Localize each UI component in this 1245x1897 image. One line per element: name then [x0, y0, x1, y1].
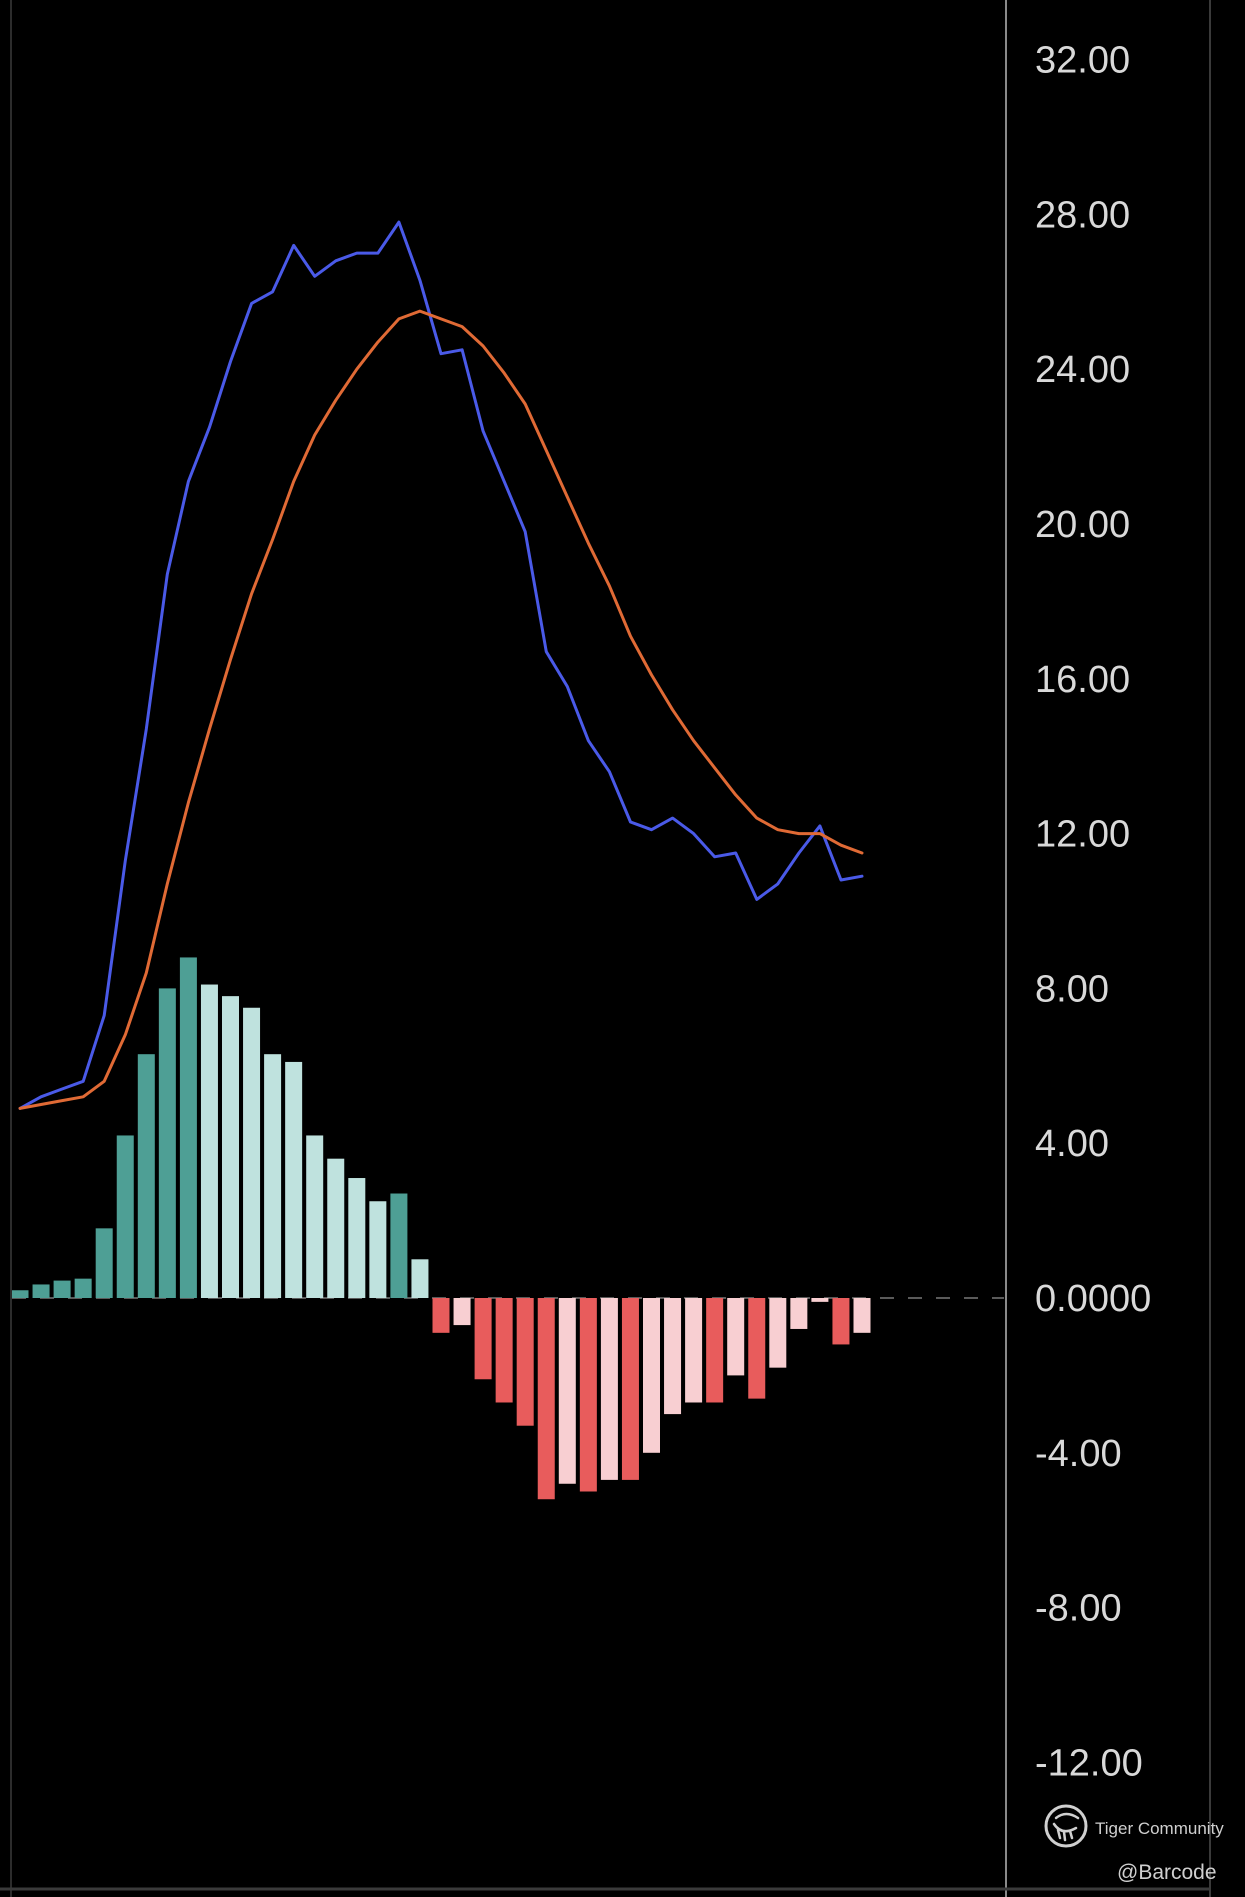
- histogram-bar: [748, 1298, 766, 1399]
- histogram-bar: [11, 1290, 29, 1298]
- histogram-bar: [179, 957, 197, 1298]
- histogram-bar: [790, 1298, 808, 1329]
- histogram-bar: [95, 1228, 113, 1298]
- histogram-bar: [474, 1298, 492, 1380]
- histogram-bar: [137, 1054, 155, 1298]
- y-tick-label: 8.00: [1035, 968, 1109, 1010]
- fast-line: [18, 220, 864, 1110]
- histogram-bar: [516, 1298, 534, 1426]
- histogram-bar: [432, 1298, 450, 1333]
- histogram-bar: [116, 1135, 134, 1298]
- histogram-bar: [643, 1298, 660, 1453]
- histogram-bar: [327, 1158, 345, 1298]
- histogram-bar: [495, 1298, 513, 1403]
- histogram-bar: [158, 988, 176, 1298]
- histogram-bar: [579, 1298, 597, 1492]
- y-tick-label: 28.00: [1035, 194, 1130, 236]
- y-tick-label: 32.00: [1035, 40, 1130, 82]
- histogram-bar: [306, 1135, 324, 1298]
- signal-line: [18, 309, 864, 1110]
- histogram-bar: [621, 1298, 639, 1480]
- indicator-lines: [18, 220, 864, 1110]
- histogram-bar: [811, 1298, 829, 1302]
- y-tick-label: 20.00: [1035, 504, 1130, 546]
- histogram-bar: [769, 1298, 787, 1368]
- y-tick-label: 0.0000: [1035, 1278, 1151, 1320]
- histogram-bar: [600, 1298, 618, 1480]
- histogram-bar: [200, 984, 218, 1298]
- y-tick-label: 16.00: [1035, 659, 1130, 701]
- y-tick-label: -4.00: [1035, 1433, 1122, 1475]
- histogram-bar: [832, 1298, 850, 1345]
- y-axis-ticks: 32.00 28.00 24.00 20.00 16.00 12.00 8.00 4.00 0.…: [1035, 40, 1151, 1785]
- histogram-bar: [222, 996, 239, 1298]
- histogram-bar: [411, 1259, 429, 1298]
- tiger-community-logo-icon: [1044, 1804, 1088, 1848]
- watermark-brand: Tiger Community: [1095, 1819, 1224, 1838]
- y-tick-label: 24.00: [1035, 349, 1130, 391]
- watermark: Tiger Community @Barcode: [1044, 1804, 1224, 1884]
- histogram-bar: [243, 1007, 261, 1298]
- histogram-bar: [369, 1201, 387, 1298]
- histogram-bar: [264, 1054, 282, 1298]
- histogram-bar: [664, 1298, 682, 1415]
- histogram-bar: [32, 1284, 50, 1298]
- histogram-bar: [685, 1298, 703, 1403]
- histogram-bar: [390, 1193, 408, 1298]
- histogram-bar: [348, 1178, 366, 1298]
- histogram-bar: [558, 1298, 576, 1484]
- histogram-bar: [453, 1298, 471, 1326]
- histogram-bar: [53, 1280, 71, 1298]
- histogram-bar: [537, 1298, 555, 1500]
- histogram-bar: [853, 1298, 871, 1333]
- watermark-handle: @Barcode: [1117, 1861, 1217, 1884]
- histogram-bar: [285, 1061, 303, 1298]
- histogram-bar: [727, 1298, 745, 1376]
- y-tick-label: -12.00: [1035, 1742, 1143, 1784]
- histogram-bar: [706, 1298, 724, 1403]
- y-tick-label: 12.00: [1035, 814, 1130, 856]
- y-tick-label: -8.00: [1035, 1588, 1122, 1630]
- histogram-bar: [74, 1278, 92, 1298]
- histogram-bars: [11, 957, 871, 1500]
- y-tick-label: 4.00: [1035, 1123, 1109, 1165]
